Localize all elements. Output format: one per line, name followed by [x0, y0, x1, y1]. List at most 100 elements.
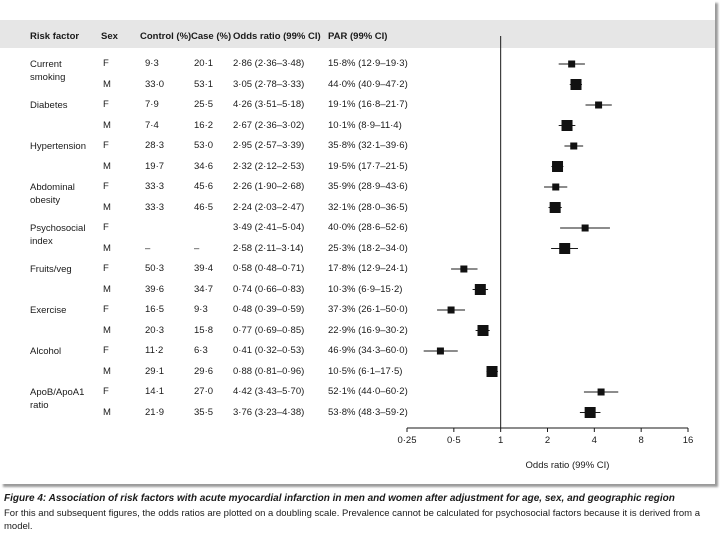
control-percent-cell: 11·2 [145, 345, 164, 356]
sex-cell: F [103, 263, 109, 274]
odds-ratio-marker [584, 407, 596, 418]
odds-ratio-cell: 0·41 (0·32–0·53) [233, 345, 305, 356]
control-percent-cell: 39·6 [145, 283, 165, 295]
odds-ratio-marker [581, 224, 589, 232]
risk-factor-label: Exercise [30, 305, 67, 316]
par-cell: 40·0% (28·6–52·6) [328, 222, 408, 233]
risk-factor-label: Psychosocial index [30, 223, 86, 247]
sex-cell: M [103, 78, 111, 90]
odds-ratio-marker [597, 388, 605, 396]
risk-factor-label: Alcohol [30, 346, 62, 357]
risk-factor-label: Abdominal obesity [30, 182, 75, 206]
par-cell: 22·9% (16·9–30·2) [328, 324, 408, 336]
case-percent-cell: 6·3 [194, 345, 208, 356]
odds-ratio-cell: 2·32 (2·12–2·53) [233, 160, 305, 172]
par-cell: 10·5% (6·1–17·5) [328, 365, 403, 377]
odds-ratio-cell: 2·67 (2·36–3·02) [233, 119, 305, 131]
x-tick-label: 2 [545, 435, 550, 446]
control-percent-cell: – [145, 242, 151, 254]
case-percent-cell: 16·2 [194, 119, 214, 131]
case-percent-cell: – [194, 242, 200, 254]
sex-cell: F [103, 222, 109, 233]
sex-cell: M [103, 324, 111, 336]
odds-ratio-marker [570, 79, 582, 90]
control-percent-cell: 14·1 [145, 386, 165, 397]
odds-ratio-cell: 0·48 (0·39–0·59) [233, 304, 305, 315]
header-control: Control (%) [140, 31, 192, 42]
case-percent-cell: 34·7 [194, 283, 214, 295]
par-cell: 52·1% (44·0–60·2) [328, 386, 408, 397]
odds-ratio-cell: 0·58 (0·48–0·71) [233, 263, 305, 274]
case-percent-cell: 39·4 [194, 263, 214, 274]
par-cell: 25·3% (18·2–34·0) [328, 242, 408, 254]
odds-ratio-cell: 2·24 (2·03–2·47) [233, 201, 305, 213]
control-percent-cell: 7·4 [145, 119, 159, 131]
odds-ratio-marker [568, 60, 576, 68]
caption-title: Figure 4: Association of risk factors wi… [4, 493, 675, 504]
sex-cell: F [103, 181, 109, 192]
control-percent-cell: 19·7 [145, 160, 165, 172]
par-cell: 19·1% (16·8–21·7) [328, 99, 408, 110]
case-percent-cell: 15·8 [194, 324, 214, 336]
risk-factor-label: Current smoking [30, 59, 66, 83]
figure-panel [0, 0, 715, 484]
sex-cell: M [103, 201, 111, 213]
risk-factor-label: ApoB/ApoA1 ratio [30, 387, 85, 411]
odds-ratio-cell: 3·49 (2·41–5·04) [233, 222, 305, 233]
x-axis-label: Odds ratio (99% CI) [526, 460, 610, 471]
sex-cell: F [103, 386, 109, 397]
par-cell: 46·9% (34·3–60·0) [328, 345, 408, 356]
sex-cell: M [103, 242, 111, 254]
control-percent-cell: 28·3 [145, 140, 165, 151]
sex-cell: F [103, 58, 109, 69]
sex-cell: M [103, 365, 111, 377]
control-percent-cell: 16·5 [145, 304, 165, 315]
case-percent-cell: 25·5 [194, 99, 214, 110]
x-tick-label: 16 [683, 435, 694, 446]
odds-ratio-cell: 2·95 (2·57–3·39) [233, 140, 305, 151]
odds-ratio-cell: 0·74 (0·66–0·83) [233, 283, 305, 295]
control-percent-cell: 7·9 [145, 99, 159, 110]
case-percent-cell: 34·6 [194, 160, 214, 172]
case-percent-cell: 53·1 [194, 78, 214, 90]
odds-ratio-cell: 4·42 (3·43–5·70) [233, 386, 305, 397]
case-percent-cell: 9·3 [194, 304, 208, 315]
case-percent-cell: 20·1 [194, 58, 214, 69]
odds-ratio-marker [552, 161, 564, 172]
caption-note: For this and subsequent figures, the odd… [4, 508, 701, 532]
par-cell: 32·1% (28·0–36·5) [328, 201, 408, 213]
sex-cell: M [103, 283, 111, 295]
control-percent-cell: 29·1 [145, 365, 165, 377]
header-odds-ratio: Odds ratio (99% CI) [233, 31, 321, 42]
figure-caption: Figure 4: Association of risk factors wi… [4, 492, 716, 533]
control-percent-cell: 50·3 [145, 263, 165, 274]
odds-ratio-marker [561, 120, 573, 131]
risk-factor-label: Fruits/veg [30, 264, 72, 275]
par-cell: 53·8% (48·3–59·2) [328, 406, 408, 418]
sex-cell: F [103, 99, 109, 110]
sex-cell: M [103, 160, 111, 172]
odds-ratio-marker [595, 101, 603, 109]
table-header-bar [0, 20, 715, 48]
odds-ratio-cell: 3·05 (2·78–3·33) [233, 78, 305, 90]
control-percent-cell: 33·0 [145, 78, 165, 90]
x-tick-label: 8 [639, 435, 644, 446]
case-percent-cell: 27·0 [194, 386, 214, 397]
odds-ratio-marker [559, 243, 571, 254]
par-cell: 37·3% (26·1–50·0) [328, 304, 408, 315]
par-cell: 10·3% (6·9–15·2) [328, 283, 403, 295]
case-percent-cell: 53·0 [194, 140, 214, 151]
x-tick-label: 4 [592, 435, 597, 446]
sex-cell: M [103, 119, 111, 131]
header-risk-factor: Risk factor [30, 31, 80, 42]
odds-ratio-cell: 3·76 (3·23–4·38) [233, 406, 305, 418]
control-percent-cell: 21·9 [145, 406, 165, 418]
odds-ratio-cell: 2·26 (1·90–2·68) [233, 181, 305, 192]
par-cell: 10·1% (8·9–11·4) [328, 119, 402, 131]
odds-ratio-cell: 2·58 (2·11–3·14) [233, 242, 304, 254]
risk-factor-label: Diabetes [30, 100, 68, 111]
odds-ratio-cell: 0·88 (0·81–0·96) [233, 365, 305, 377]
case-percent-cell: 46·5 [194, 201, 214, 213]
par-cell: 35·9% (28·9–43·6) [328, 181, 408, 192]
par-cell: 17·8% (12·9–24·1) [328, 263, 408, 274]
